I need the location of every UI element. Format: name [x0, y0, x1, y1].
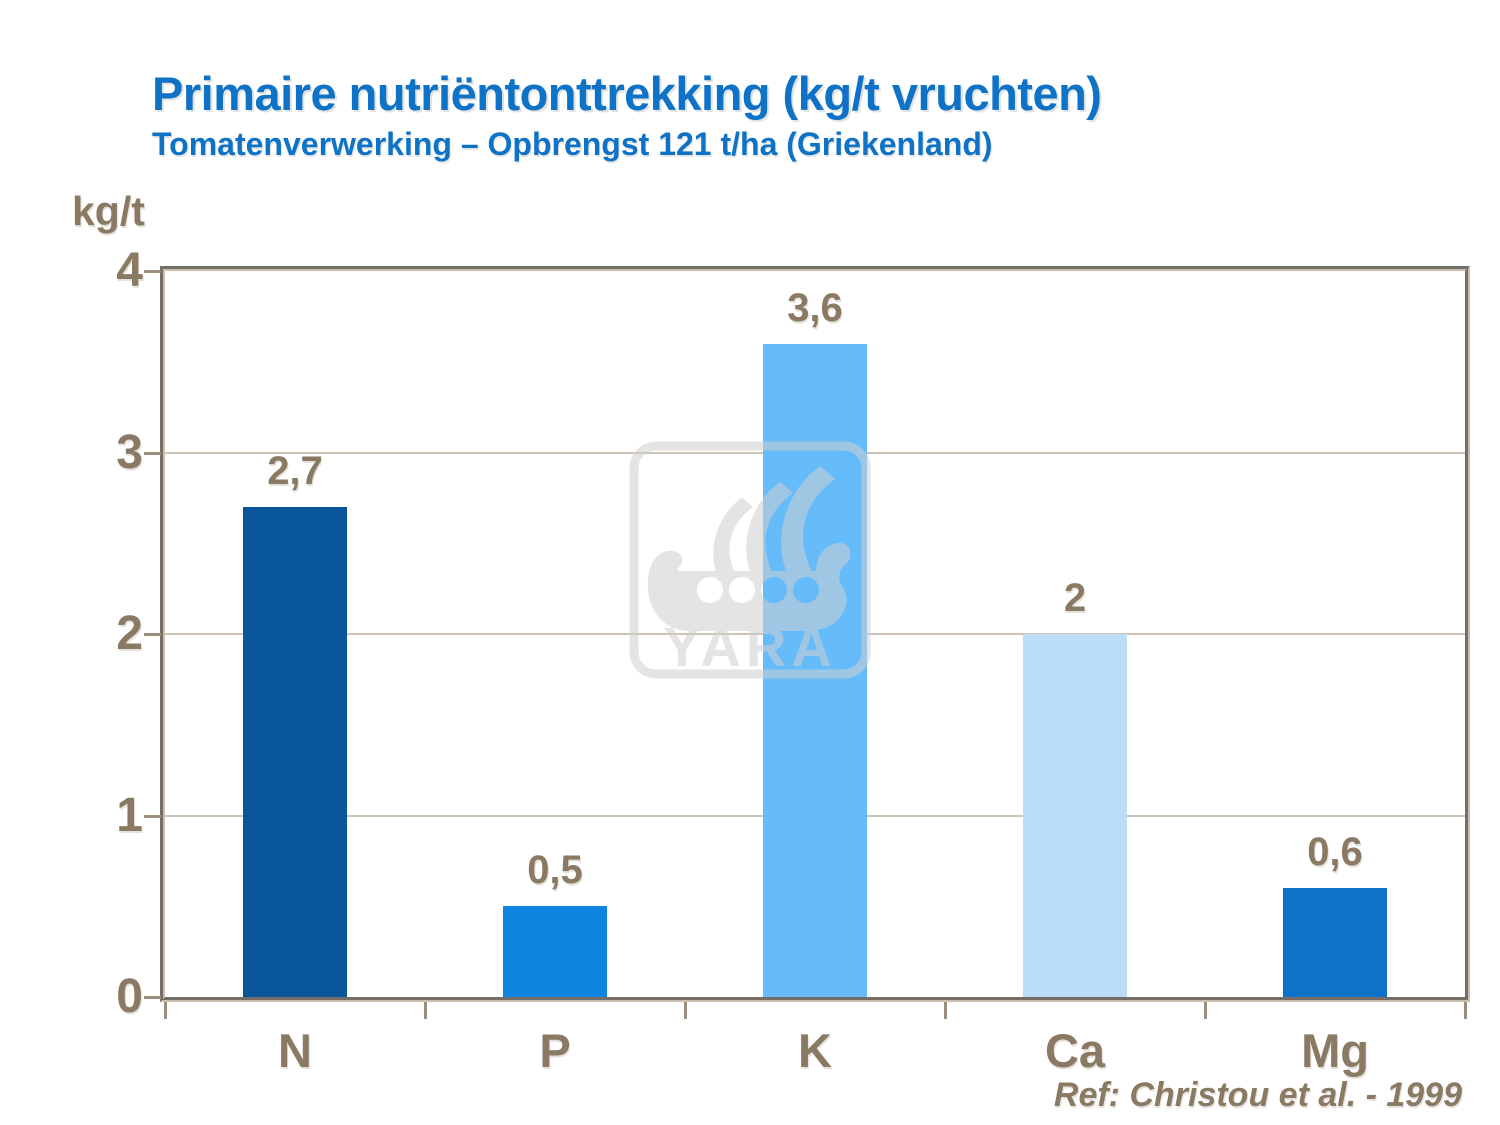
x-tick-mark: [1464, 1002, 1467, 1019]
x-category-label-Ca: Ca: [1044, 1024, 1106, 1077]
y-axis-unit-label: kg/t: [72, 188, 145, 234]
bar-K: [763, 343, 867, 997]
y-tick-label-1: 1: [116, 788, 143, 842]
chart-title: Primaire nutriëntonttrekking (kg/t vruch…: [152, 67, 1102, 120]
y-tick-mark: [144, 633, 161, 636]
bar-N: [243, 506, 347, 997]
y-tick-label-0: 0: [116, 970, 143, 1023]
x-category-label-N: N: [278, 1024, 312, 1077]
y-tick-label-2: 2: [116, 607, 143, 660]
bar-value-Ca: 2: [1063, 576, 1087, 620]
x-category-label-K: K: [798, 1024, 832, 1077]
chart-subtitle: Tomatenverwerking – Opbrengst 121 t/ha (…: [152, 126, 993, 162]
y-tick-mark: [144, 814, 161, 818]
bar-value-N: 2,7: [267, 448, 323, 493]
x-tick-mark: [1204, 1002, 1207, 1019]
y-tick-label-3: 3: [116, 425, 143, 479]
bar-value-Mg: 0,6: [1307, 830, 1363, 875]
x-tick-mark: [944, 1002, 947, 1019]
y-tick-mark: [144, 451, 161, 455]
x-category-label-P: P: [539, 1024, 571, 1077]
x-tick-mark: [424, 1002, 427, 1019]
y-tick-label-4: 4: [116, 244, 143, 297]
x-category-label-Mg: Mg: [1301, 1024, 1369, 1077]
plot-area: 2,7 0,5 3,6 2 0,6: [160, 266, 1470, 1002]
x-tick-mark: [684, 1002, 687, 1019]
bar-Ca: [1023, 634, 1127, 997]
bar-P: [503, 906, 607, 997]
x-tick-mark: [164, 1002, 167, 1019]
y-tick-mark: [144, 996, 161, 999]
bar-Mg: [1283, 888, 1387, 997]
y-tick-mark: [144, 270, 161, 273]
bar-value-P: 0,5: [527, 848, 583, 893]
reference-text: Ref: Christou et al. - 1999: [1053, 1076, 1462, 1114]
bar-value-K: 3,6: [787, 285, 843, 330]
